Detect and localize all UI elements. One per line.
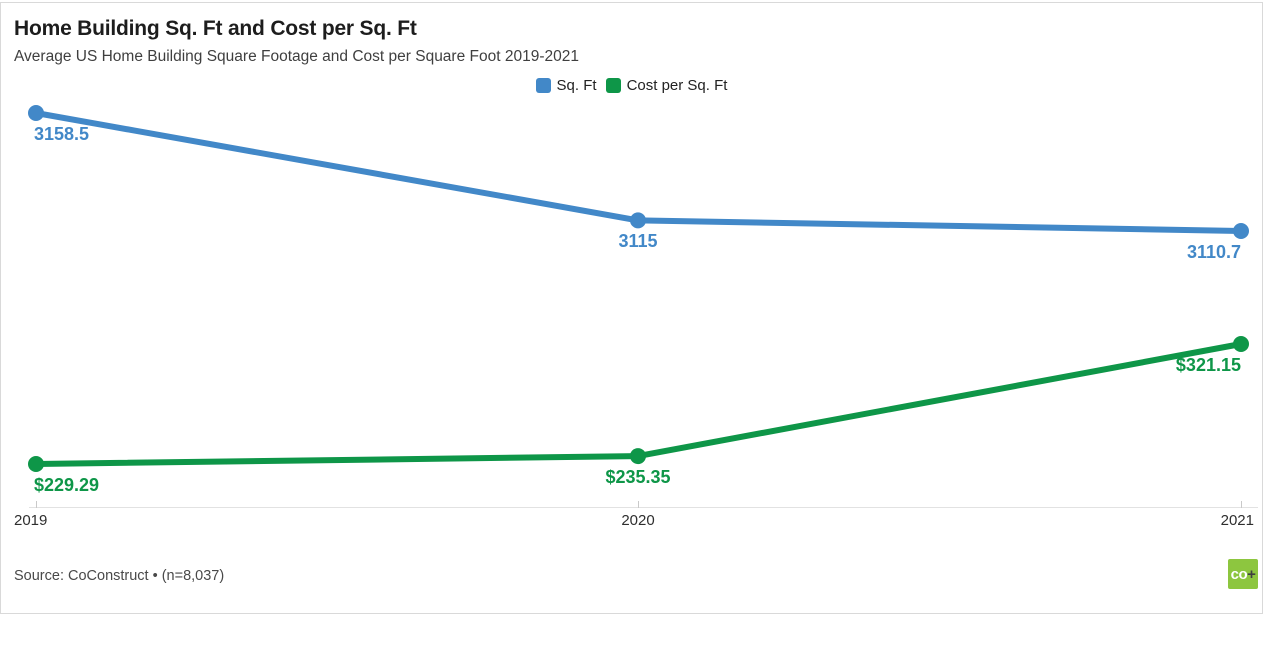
legend-swatch-cost: [605, 78, 621, 93]
data-point[interactable]: [28, 456, 44, 472]
legend: Sq. Ft Cost per Sq. Ft: [1, 77, 1262, 94]
legend-swatch-sqft: [535, 78, 551, 93]
data-point-label: 3110.7: [1186, 242, 1241, 262]
x-axis-tick: [1241, 501, 1242, 508]
data-point-label: $229.29: [34, 475, 100, 495]
data-point[interactable]: [630, 212, 646, 229]
chart-plot: [28, 105, 1249, 472]
coconstruct-logo: co +: [1228, 559, 1258, 589]
legend-label-cost: Cost per Sq. Ft: [626, 77, 728, 94]
x-axis-tick: [638, 501, 639, 508]
logo-co-text: co: [1230, 565, 1248, 583]
logo-plus-text: +: [1247, 565, 1256, 583]
chart-card: Home Building Sq. Ft and Cost per Sq. Ft…: [0, 2, 1263, 614]
legend-label-sqft: Sq. Ft: [556, 77, 597, 94]
x-tick-label-2020: 2020: [621, 512, 655, 529]
data-point[interactable]: [1233, 223, 1249, 239]
legend-item-cost: Cost per Sq. Ft: [605, 77, 728, 94]
chart-title: Home Building Sq. Ft and Cost per Sq. Ft: [14, 17, 417, 40]
source-note: Source: CoConstruct • (n=8,037): [14, 568, 225, 584]
data-point-label: $235.35: [605, 467, 671, 488]
series-line-1: [33, 341, 1244, 467]
x-tick-label-2019: 2019: [14, 512, 48, 529]
data-point-label: 3115: [618, 231, 658, 252]
data-point[interactable]: [28, 105, 44, 121]
data-point-label: 3158.5: [34, 124, 90, 144]
x-axis-tick: [36, 501, 37, 508]
data-point-label: $321.15: [1175, 355, 1241, 375]
data-point[interactable]: [1233, 336, 1249, 352]
x-tick-label-2021: 2021: [1220, 512, 1254, 529]
legend-item-sqft: Sq. Ft: [535, 77, 597, 94]
chart-subtitle: Average US Home Building Square Footage …: [14, 48, 579, 65]
data-point[interactable]: [630, 448, 646, 465]
x-axis-line: [29, 507, 1258, 508]
